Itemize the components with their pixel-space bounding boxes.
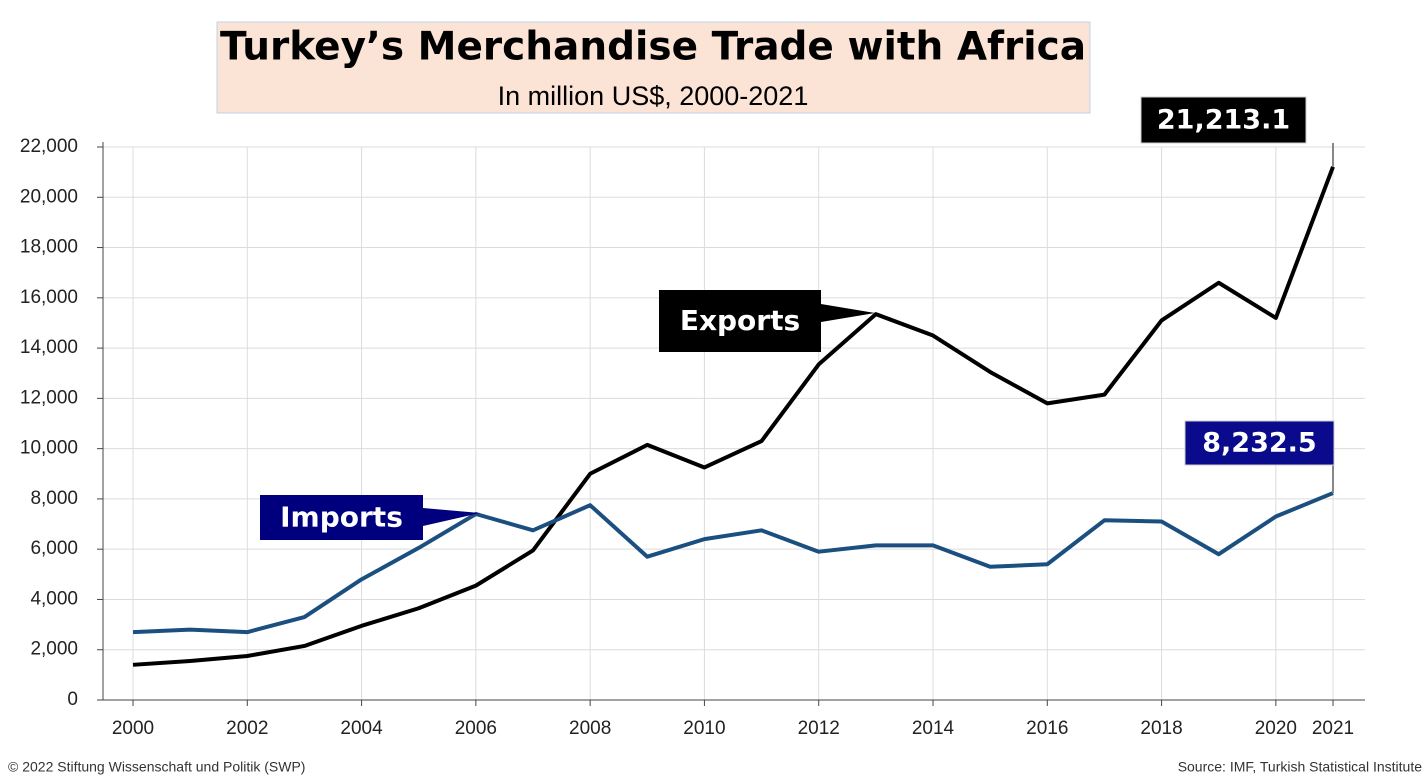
x-tick-label: 2012 bbox=[798, 718, 840, 739]
value-label-box bbox=[1140, 96, 1307, 144]
y-tick-label: 16,000 bbox=[20, 287, 78, 308]
x-tick-label: 2010 bbox=[683, 718, 725, 739]
legend-box bbox=[260, 495, 423, 540]
value-label-box bbox=[1184, 420, 1335, 466]
callout-pointer bbox=[821, 304, 875, 322]
y-tick-label: 4,000 bbox=[30, 588, 78, 609]
y-tick-label: 18,000 bbox=[20, 237, 78, 258]
data-line bbox=[132, 491, 1334, 635]
value-label: 21,213.1 bbox=[1157, 105, 1290, 136]
y-tick-label: 0 bbox=[67, 689, 78, 710]
y-tick-label: 12,000 bbox=[20, 387, 78, 408]
y-tick-label: 6,000 bbox=[30, 538, 78, 559]
legend-label: Exports bbox=[680, 304, 800, 337]
x-tick-label: 2014 bbox=[912, 718, 955, 739]
x-tick-label: 2020 bbox=[1255, 718, 1297, 739]
data-line bbox=[132, 166, 1335, 667]
x-tick-label: 2002 bbox=[226, 718, 268, 739]
y-tick-label: 22,000 bbox=[20, 136, 78, 157]
x-tick-label: 2021 bbox=[1312, 718, 1354, 739]
y-tick-label: 10,000 bbox=[20, 438, 78, 459]
copyright: © 2022 Stiftung Wissenschaft und Politik… bbox=[8, 759, 305, 775]
chart-title: Turkey’s Merchandise Trade with Africa bbox=[220, 25, 1086, 70]
title-box bbox=[216, 21, 1091, 114]
x-tick-label: 2008 bbox=[569, 718, 611, 739]
legend-label: Imports bbox=[280, 501, 403, 534]
chart-subtitle: In million US$, 2000-2021 bbox=[498, 81, 809, 111]
y-tick-label: 20,000 bbox=[20, 186, 78, 207]
x-tick-label: 2000 bbox=[112, 718, 154, 739]
value-label: 8,232.5 bbox=[1202, 428, 1316, 459]
y-tick-label: 2,000 bbox=[30, 639, 78, 660]
source: Source: IMF, Turkish Statistical Institu… bbox=[1178, 759, 1423, 775]
x-tick-label: 2016 bbox=[1026, 718, 1068, 739]
legend-box bbox=[659, 290, 821, 352]
y-tick-label: 14,000 bbox=[20, 337, 78, 358]
y-tick-label: 8,000 bbox=[30, 488, 78, 509]
x-tick-label: 2004 bbox=[340, 718, 383, 739]
x-tick-label: 2018 bbox=[1140, 718, 1182, 739]
x-tick-label: 2006 bbox=[455, 718, 497, 739]
callout-pointer bbox=[423, 508, 480, 526]
